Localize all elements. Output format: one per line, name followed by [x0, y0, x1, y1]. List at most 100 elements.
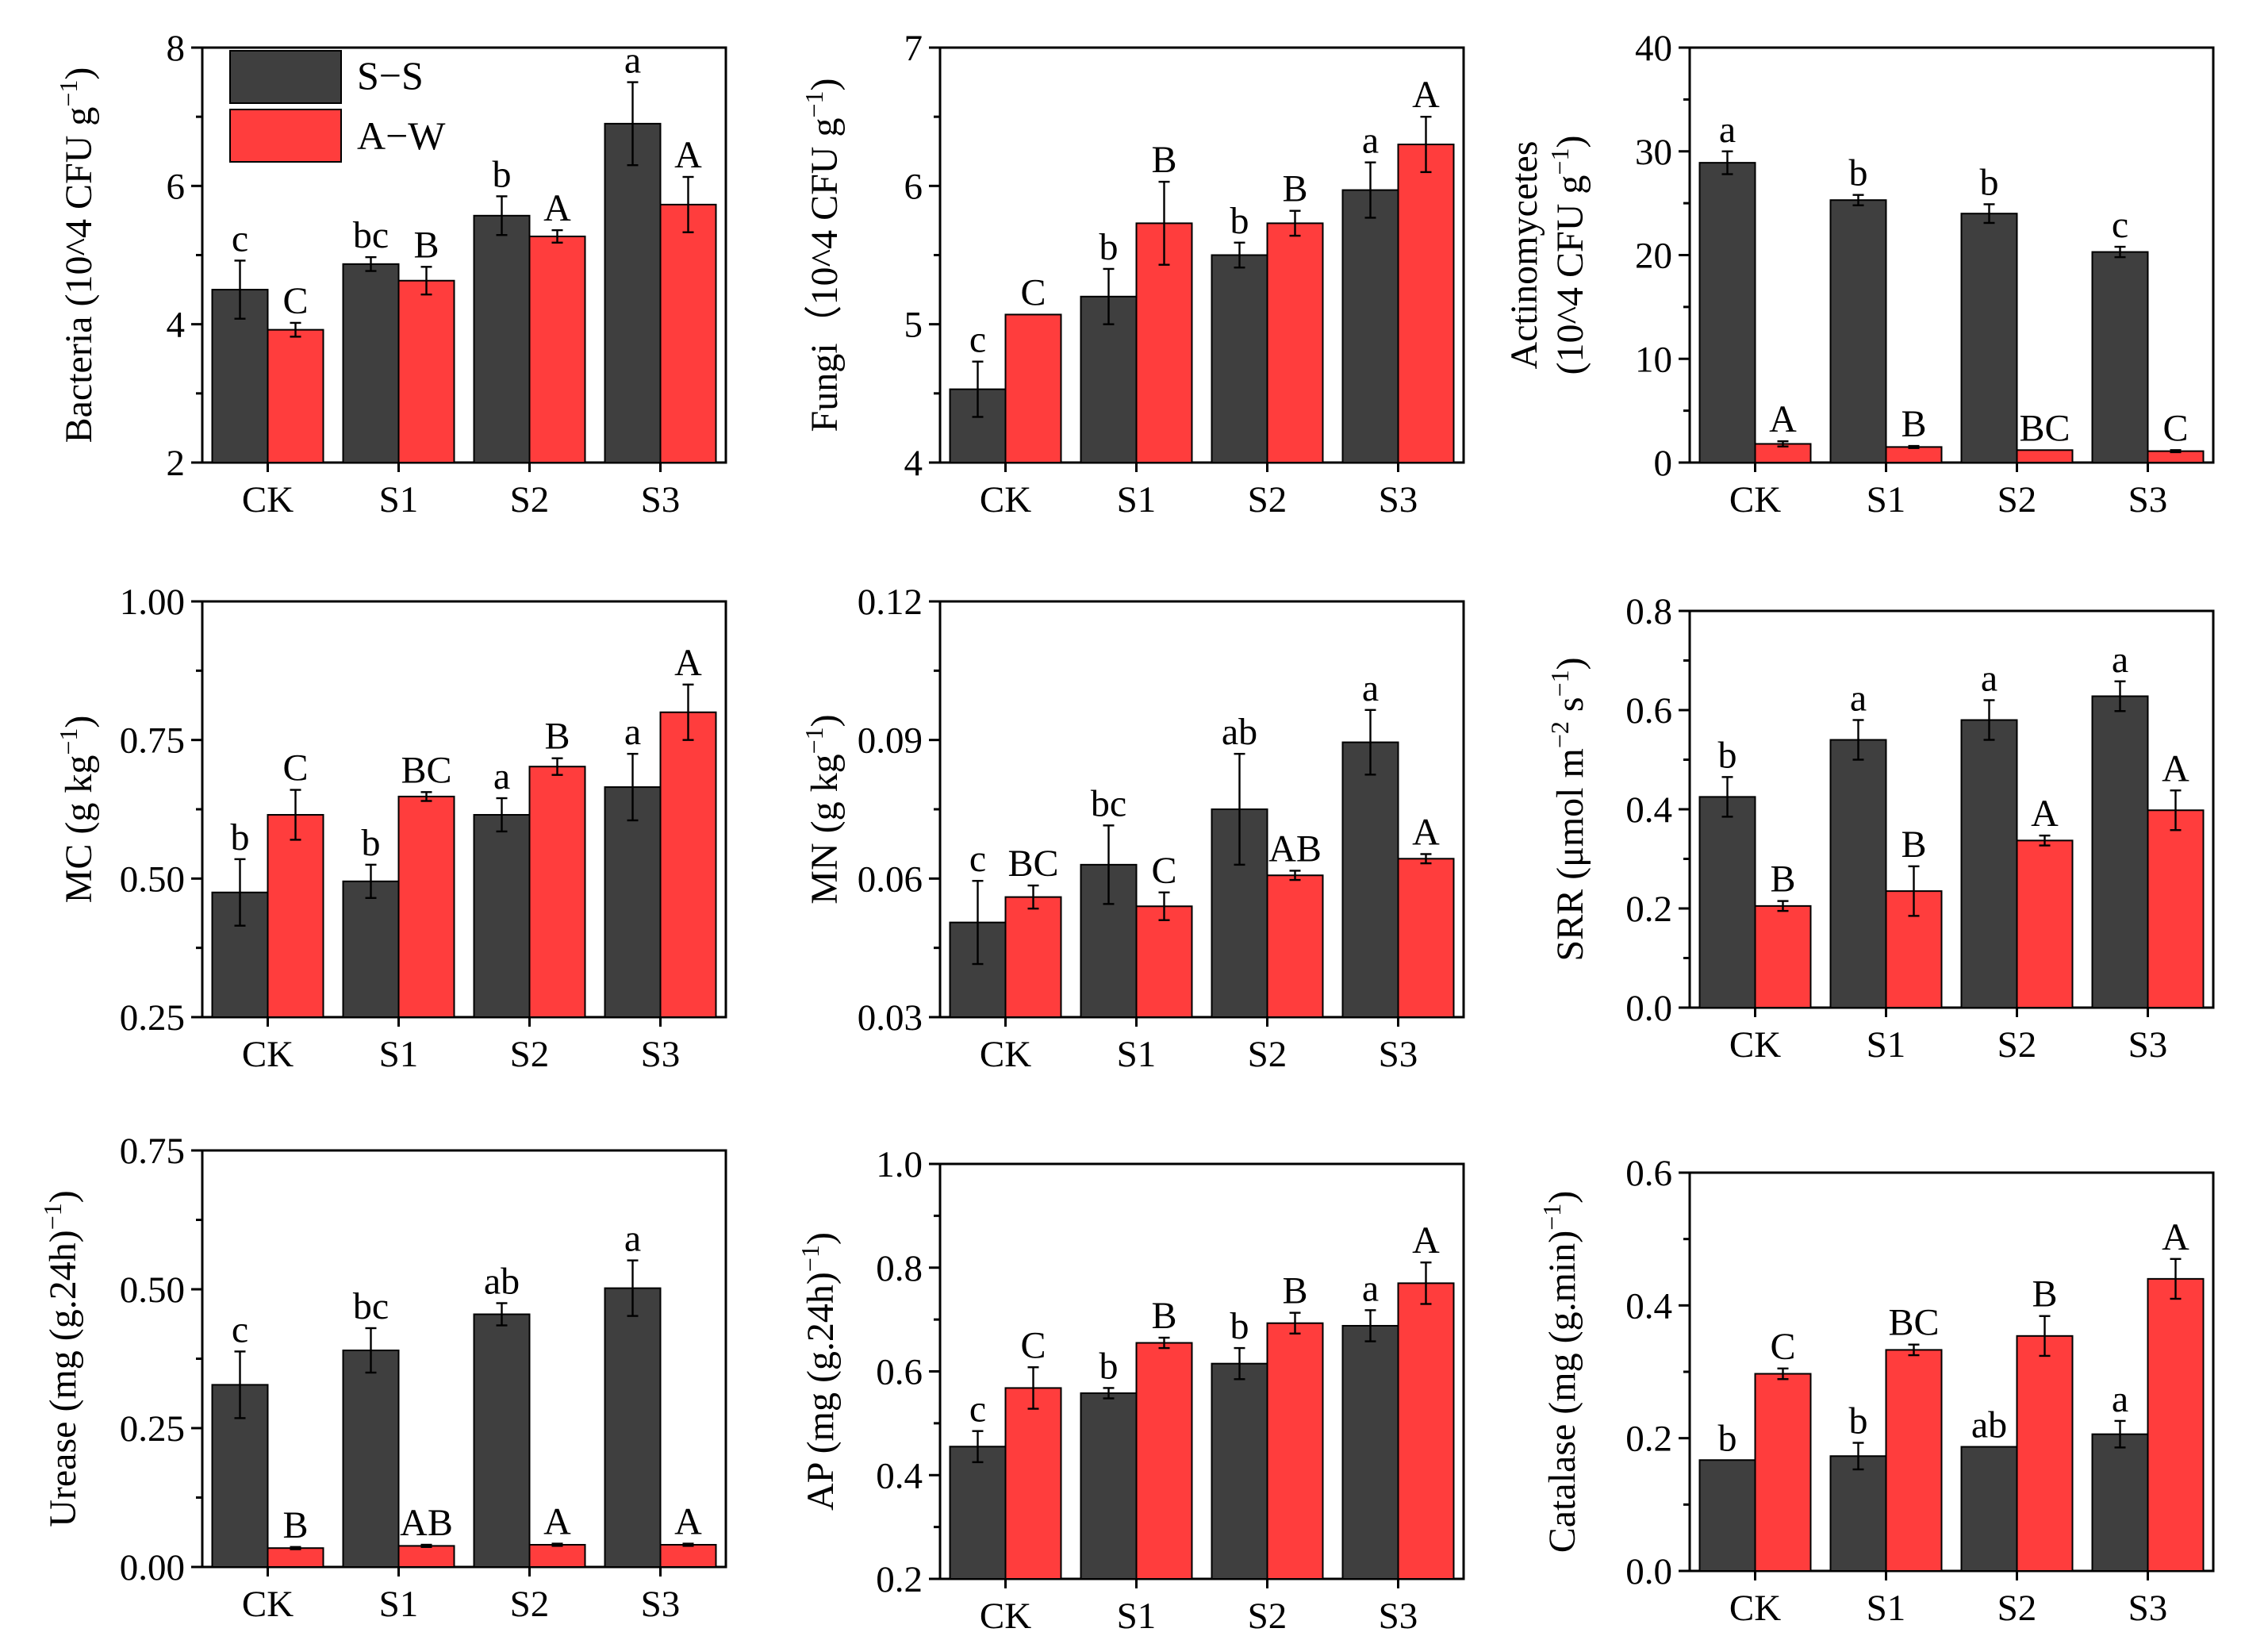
significance-letter: BC: [2019, 407, 2070, 449]
significance-letter: b: [1230, 200, 1249, 242]
x-tick-label: S2: [1248, 1034, 1288, 1075]
significance-letter: C: [2162, 407, 2188, 449]
significance-letter: a: [624, 711, 641, 753]
significance-letter: b: [1099, 1345, 1119, 1387]
bar-aw-CK: [1004, 1387, 1062, 1580]
significance-letter: bc: [1091, 782, 1126, 824]
bar-ss-CK: [949, 1446, 1007, 1580]
y-tick-label: 0.0: [1625, 1551, 1672, 1592]
significance-letter: b: [1099, 226, 1119, 268]
significance-letter: BC: [401, 749, 451, 791]
bar-ss-CK: [1698, 796, 1756, 1008]
significance-letter: b: [1849, 1400, 1868, 1442]
significance-letter: c: [969, 1388, 986, 1431]
y-tick-label: 8: [167, 28, 186, 69]
significance-letter: B: [1151, 1295, 1176, 1337]
x-tick-label: S2: [510, 479, 550, 520]
y-tick-label: 4: [167, 305, 186, 346]
y-tick-label: 0.75: [120, 1131, 185, 1172]
legend-swatch-ss: [229, 50, 342, 104]
y-axis-title: (10^4 CFU g−1): [1545, 136, 1591, 375]
significance-letter: A: [543, 1501, 571, 1543]
significance-letter: b: [1849, 152, 1868, 194]
significance-letter: A: [543, 187, 571, 229]
significance-letter: BC: [1007, 843, 1058, 885]
bar-aw-S1: [1135, 1342, 1193, 1580]
chart-mn: 0.03 0.06 0.09 0.12 CK S1 S2 S3 c bc ab a BC C AB A MN (…: [800, 582, 1465, 1075]
bar-ss-S2: [1960, 1446, 2018, 1572]
significance-letter: a: [1981, 658, 1997, 700]
x-tick-label: CK: [242, 1584, 294, 1625]
bar-aw-CK: [1754, 904, 1812, 1008]
significance-letter: C: [1020, 271, 1046, 313]
y-tick-label: 0.4: [1625, 1285, 1672, 1327]
y-tick-label: 0.6: [1625, 1153, 1672, 1194]
significance-letter: A: [1412, 1219, 1440, 1262]
y-tick-label: 1.0: [876, 1144, 923, 1185]
significance-letter: b: [231, 816, 250, 858]
x-tick-label: S3: [1379, 1034, 1418, 1075]
chart-mc: 0.25 0.50 0.75 1.00 CK S1 S2 S3 b b a a C BC B A MC (g k…: [54, 582, 727, 1075]
y-tick-label: 0.4: [876, 1455, 923, 1496]
bar-ss-S1: [342, 1350, 400, 1568]
y-tick-label: 0: [1654, 443, 1673, 484]
chart-fungi: 4 5 6 7 CK S1 S2 S3 c b b a C B B A Fungi（10^4 CFU g−1): [800, 28, 1465, 520]
bar-aw-S1: [397, 1545, 455, 1569]
bar-ss-CK: [1698, 162, 1756, 463]
y-axis-title: MN (g kg−1): [800, 714, 846, 904]
y-tick-label: 0.00: [120, 1547, 185, 1588]
bar-aw-S1: [1135, 905, 1193, 1019]
significance-letter: c: [232, 217, 248, 259]
bar-aw-S1: [397, 795, 455, 1018]
legend: S−S A−W: [229, 50, 446, 163]
bar-ss-S3: [2091, 251, 2149, 463]
bar-aw-S2: [528, 766, 586, 1018]
y-tick-label: 30: [1635, 132, 1672, 173]
significance-letter: a: [1362, 1267, 1379, 1309]
bar-aw-S2: [528, 235, 586, 463]
significance-letter: b: [1230, 1305, 1249, 1347]
bar-ss-S2: [473, 1313, 531, 1568]
y-tick-label: 0.75: [120, 720, 185, 762]
x-tick-label: S2: [1997, 1588, 2037, 1629]
significance-letter: b: [1718, 1417, 1737, 1459]
significance-letter: c: [232, 1308, 248, 1350]
x-tick-label: S1: [379, 479, 419, 520]
x-tick-label: S2: [1997, 1024, 2037, 1066]
x-tick-label: S1: [1117, 1596, 1157, 1636]
y-axis-title: AP (mg (g.24h)−1): [796, 1232, 842, 1511]
x-tick-label: S2: [510, 1034, 550, 1075]
significance-letter: A: [2031, 793, 2059, 835]
bar-ss-S3: [604, 786, 662, 1018]
significance-letter: AB: [1268, 828, 1322, 870]
y-tick-label: 4: [904, 443, 923, 484]
significance-letter: c: [969, 319, 986, 361]
x-tick-label: CK: [1729, 1024, 1781, 1066]
significance-letter: A: [1412, 811, 1440, 853]
y-tick-label: 20: [1635, 236, 1672, 277]
y-axis-title: MC (g kg−1): [54, 716, 100, 904]
bar-ss-S2: [1211, 1362, 1268, 1580]
chart-bacteria: 2 4 6 8 CK S1 S2 S3 c bc b a C B A A Bacteria (10^4 CFU …: [54, 28, 727, 520]
significance-letter: a: [2112, 1378, 2128, 1420]
bar-aw-S2: [1266, 874, 1324, 1019]
bar-ss-CK: [1698, 1459, 1756, 1572]
significance-letter: BC: [1888, 1302, 1939, 1344]
significance-letter: B: [413, 224, 439, 266]
x-tick-label: S3: [641, 1584, 681, 1625]
x-tick-label: S2: [1248, 479, 1288, 520]
bar-ss-S3: [1341, 741, 1399, 1018]
y-tick-label: 10: [1635, 339, 1672, 380]
x-tick-label: S1: [1867, 479, 1906, 520]
bar-aw-S3: [659, 203, 717, 463]
x-tick-label: S3: [2128, 1024, 2168, 1066]
y-tick-label: 7: [904, 28, 923, 69]
legend-label-ss: S−S: [357, 53, 424, 98]
significance-letter: a: [624, 1218, 641, 1260]
y-tick-label: 0.50: [120, 858, 185, 900]
bar-aw-S2: [2016, 839, 2074, 1008]
bar-ss-S2: [473, 813, 531, 1019]
x-tick-label: S1: [1867, 1588, 1906, 1629]
x-tick-label: S1: [379, 1034, 419, 1075]
y-tick-label: 0.6: [876, 1352, 923, 1393]
